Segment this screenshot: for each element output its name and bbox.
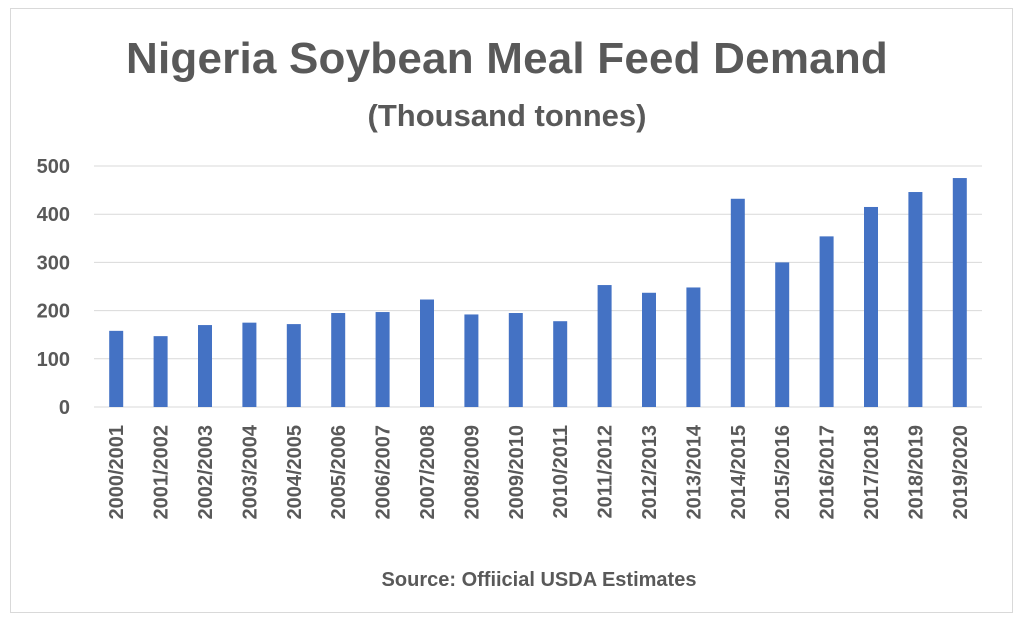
x-tick-label: 2010/2011 <box>550 425 572 518</box>
x-tick-label: 2009/2010 <box>506 425 528 520</box>
bar-2011-2012 <box>597 285 612 407</box>
bar-2004-2005 <box>286 324 301 407</box>
bar-2019-2020 <box>952 178 967 407</box>
bar-2009-2010 <box>508 313 523 407</box>
y-tick-label-500: 500 <box>37 156 70 178</box>
x-tick-label: 2018/2019 <box>905 425 927 520</box>
bar-2014-2015 <box>730 198 745 407</box>
chart-source: Source: Offiicial USDA Estimates <box>381 569 697 591</box>
bar-2012-2013 <box>642 292 656 407</box>
x-tick-label: 2001/2002 <box>151 425 173 520</box>
x-tick-label: 2000/2001 <box>106 425 128 520</box>
bar-2006-2007 <box>375 312 390 407</box>
x-tick-label: 2011/2012 <box>595 425 617 518</box>
y-tick-label-100: 100 <box>37 349 70 371</box>
x-tick-label: 2008/2009 <box>461 425 483 520</box>
bar-2005-2006 <box>331 313 346 407</box>
x-tick-label: 2014/2015 <box>728 425 750 520</box>
chart-title: Nigeria Soybean Meal Feed Demand <box>126 34 888 83</box>
x-tick-label: 2017/2018 <box>861 425 883 520</box>
x-tick-label: 2016/2017 <box>817 425 839 520</box>
y-tick-label-300: 300 <box>37 252 70 274</box>
y-tick-label-0: 0 <box>59 397 70 419</box>
x-tick-label: 2012/2013 <box>639 425 661 520</box>
bar-2010-2011 <box>553 321 568 407</box>
bar-2002-2003 <box>198 325 212 407</box>
bar-2000-2001 <box>109 330 124 407</box>
y-tick-label-400: 400 <box>37 204 70 226</box>
x-tick-label: 2015/2016 <box>772 425 794 520</box>
bar-2008-2009 <box>464 314 479 407</box>
x-tick-label: 2006/2007 <box>373 425 395 520</box>
chart-subtitle: (Thousand tonnes) <box>367 98 647 133</box>
bar-2018-2019 <box>908 192 923 407</box>
y-tick-label-200: 200 <box>37 301 70 323</box>
x-tick-label: 2005/2006 <box>328 425 350 520</box>
bar-2003-2004 <box>242 322 257 407</box>
bar-2007-2008 <box>420 299 434 407</box>
x-tick-label: 2002/2003 <box>195 425 217 520</box>
bar-2015-2016 <box>775 262 790 407</box>
x-tick-label: 2004/2005 <box>284 425 306 520</box>
bar-2001-2002 <box>153 336 168 407</box>
bar-2016-2017 <box>819 236 834 407</box>
x-tick-label: 2019/2020 <box>950 425 972 520</box>
bar-2013-2014 <box>686 287 701 407</box>
bar-2017-2018 <box>864 206 878 407</box>
x-tick-label: 2007/2008 <box>417 425 439 520</box>
x-tick-label: 2003/2004 <box>239 424 261 519</box>
x-tick-label: 2013/2014 <box>683 424 705 519</box>
